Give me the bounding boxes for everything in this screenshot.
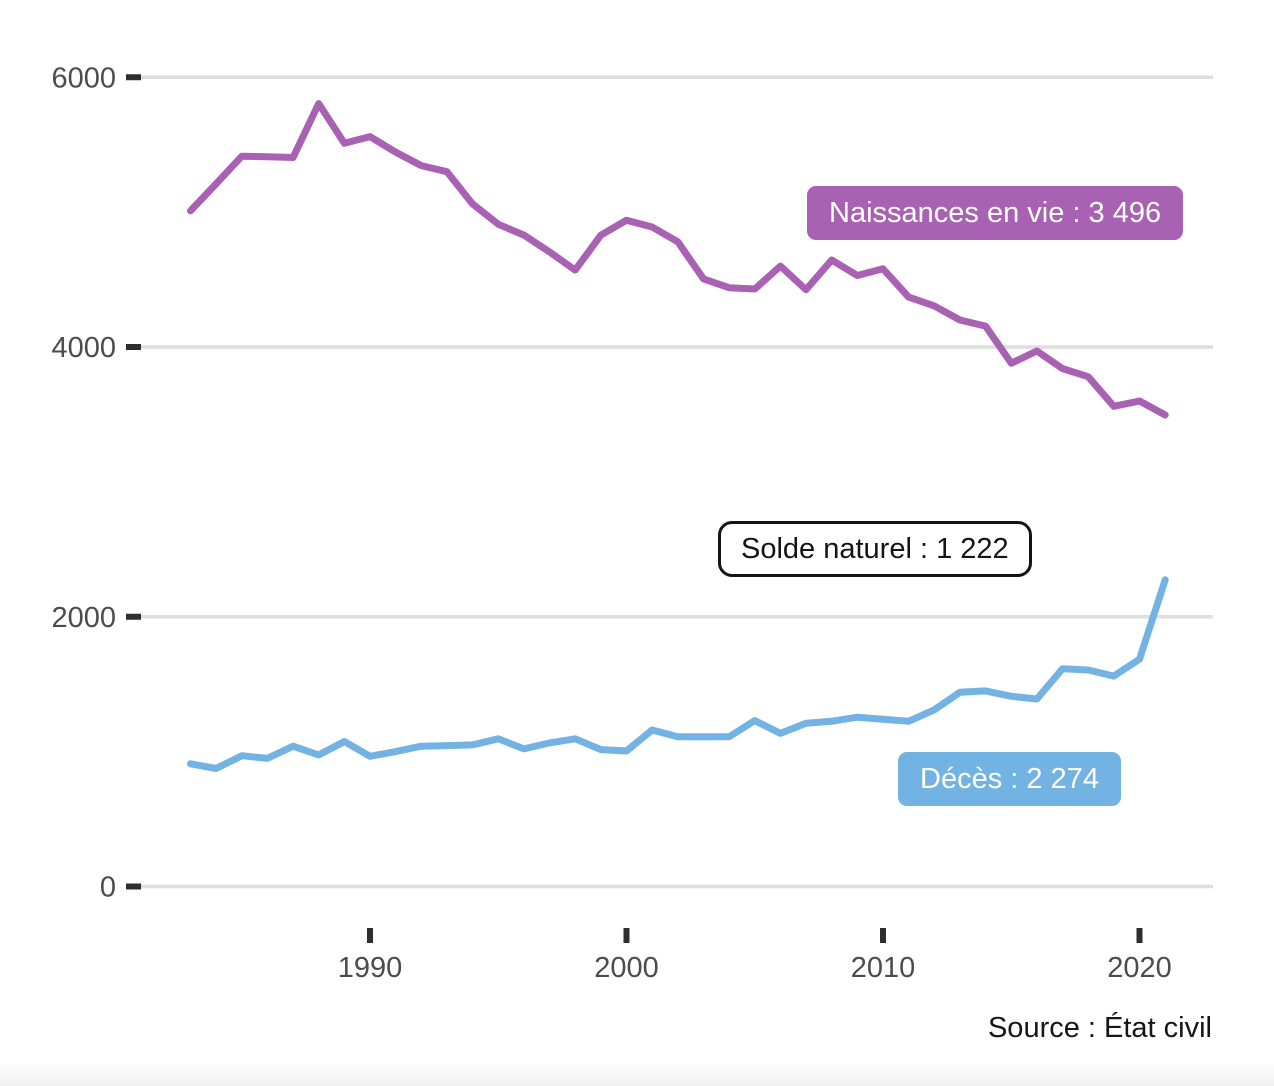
footer-strip [0, 1063, 1274, 1086]
series-badge-naissances: Naissances en vie : 3 496 [807, 186, 1184, 240]
y-axis-label-2000: 2000 [51, 602, 116, 634]
series-line-naissances [187, 100, 1169, 419]
series-line-deces [187, 576, 1169, 772]
x-axis-label-1990: 1990 [338, 952, 403, 984]
x-axis-label-2000: 2000 [594, 952, 659, 984]
y-axis-label-4000: 4000 [51, 332, 116, 364]
x-axis-label-2020: 2020 [1107, 952, 1172, 984]
annotation-badge-solde-naturel: Solde naturel : 1 222 [718, 521, 1032, 577]
y-axis-label-6000: 6000 [51, 62, 116, 94]
source-caption: Source : État civil [987, 1012, 1212, 1044]
x-axis-label-2010: 2010 [851, 952, 916, 984]
y-axis-label-0: 0 [100, 872, 116, 904]
series-badge-deces: Décès : 2 274 [898, 752, 1121, 806]
